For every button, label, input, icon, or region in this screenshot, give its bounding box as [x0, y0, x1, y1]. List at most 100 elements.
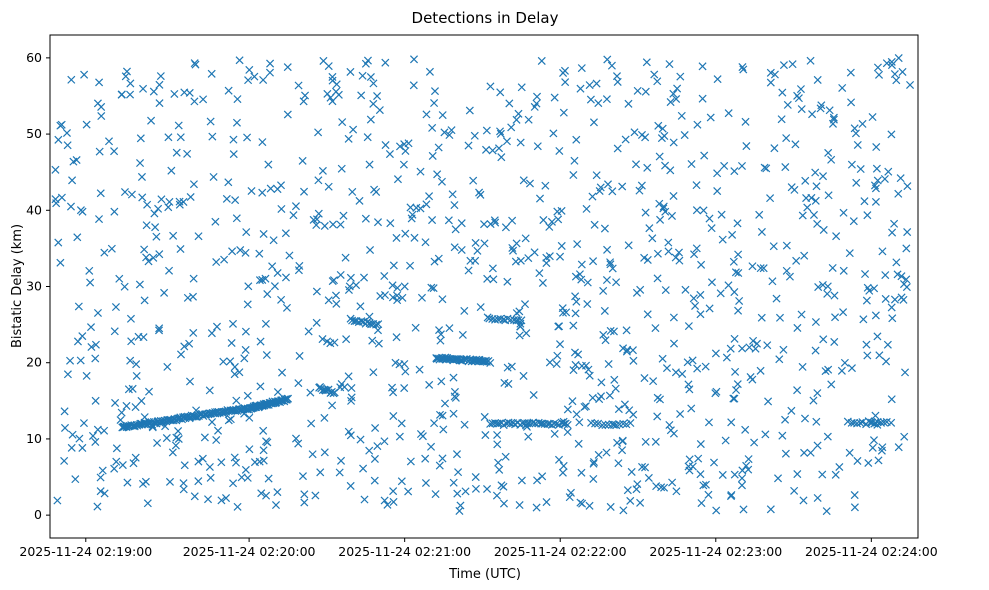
data-point	[318, 335, 327, 344]
data-point	[863, 211, 872, 220]
data-point	[241, 345, 250, 354]
data-point	[93, 425, 102, 434]
data-point	[318, 166, 327, 175]
data-point	[93, 99, 102, 108]
data-point	[775, 355, 784, 364]
data-point	[642, 58, 651, 67]
data-point	[482, 357, 491, 366]
data-point	[734, 250, 743, 259]
data-point	[893, 270, 902, 279]
data-point	[91, 437, 100, 446]
data-point	[829, 115, 838, 124]
data-point	[870, 181, 879, 190]
data-point	[572, 410, 581, 419]
data-point	[131, 403, 140, 412]
data-point	[689, 294, 698, 303]
data-point	[397, 477, 406, 486]
data-point	[696, 470, 705, 479]
data-point	[264, 160, 273, 169]
data-point	[374, 339, 383, 348]
data-point	[822, 507, 831, 516]
data-point	[599, 330, 608, 339]
data-point	[577, 260, 586, 269]
data-point	[71, 475, 80, 484]
data-point	[488, 146, 497, 155]
data-point	[265, 68, 275, 77]
data-point	[231, 196, 240, 205]
data-point	[827, 380, 836, 389]
data-point	[483, 274, 492, 283]
data-point	[675, 256, 684, 265]
data-point	[657, 134, 666, 143]
data-point	[340, 382, 349, 392]
data-point	[230, 370, 239, 379]
data-point	[200, 433, 209, 442]
data-point	[440, 128, 449, 137]
data-point	[555, 322, 564, 331]
data-point	[602, 276, 611, 285]
data-point	[597, 378, 606, 387]
data-point	[308, 450, 317, 459]
data-point	[172, 433, 181, 442]
data-point	[701, 480, 710, 489]
data-point	[873, 176, 882, 185]
data-point	[80, 70, 89, 79]
data-point	[262, 437, 271, 446]
data-point	[733, 380, 742, 389]
data-point	[60, 407, 69, 416]
data-point	[643, 163, 652, 172]
data-point	[583, 300, 592, 309]
data-point	[589, 458, 599, 467]
data-point	[207, 329, 216, 338]
data-point	[151, 223, 160, 232]
data-point	[138, 479, 147, 488]
data-point	[447, 126, 456, 135]
data-point	[91, 340, 100, 349]
x-tick-label: 2025-11-24 02:19:00	[19, 544, 152, 559]
data-point	[824, 191, 833, 200]
data-point	[890, 295, 899, 304]
data-point	[439, 425, 448, 434]
data-point	[323, 89, 332, 98]
data-point	[687, 160, 696, 169]
data-point	[850, 503, 859, 512]
data-point	[330, 388, 339, 397]
x-tick-label: 2025-11-24 02:24:00	[805, 544, 938, 559]
data-point	[813, 493, 822, 502]
data-point	[250, 72, 259, 81]
data-point	[601, 421, 610, 430]
data-point	[606, 260, 615, 269]
data-point	[376, 292, 385, 301]
data-point	[221, 494, 231, 503]
data-point	[538, 278, 547, 287]
data-point	[430, 87, 440, 96]
data-point	[501, 452, 510, 461]
data-point	[69, 157, 78, 166]
data-point	[563, 405, 572, 414]
data-point	[372, 187, 381, 196]
data-point	[241, 248, 250, 257]
data-point	[233, 95, 242, 104]
data-point	[532, 503, 541, 512]
data-point	[465, 106, 474, 115]
data-point	[600, 306, 609, 315]
data-point	[563, 427, 572, 437]
data-point	[160, 288, 169, 297]
data-point	[666, 166, 675, 175]
data-point	[900, 432, 909, 441]
data-point	[155, 250, 164, 259]
data-point	[659, 204, 668, 213]
data-point	[831, 470, 840, 479]
data-point	[899, 280, 909, 289]
data-point	[85, 266, 94, 275]
data-point	[607, 61, 616, 70]
data-point	[115, 274, 124, 283]
data-point	[356, 435, 365, 444]
data-point	[93, 308, 102, 318]
data-point	[729, 394, 738, 403]
data-point	[835, 462, 844, 472]
data-point	[739, 505, 748, 514]
data-point	[259, 229, 268, 239]
data-point	[641, 87, 650, 96]
data-point	[476, 303, 485, 312]
